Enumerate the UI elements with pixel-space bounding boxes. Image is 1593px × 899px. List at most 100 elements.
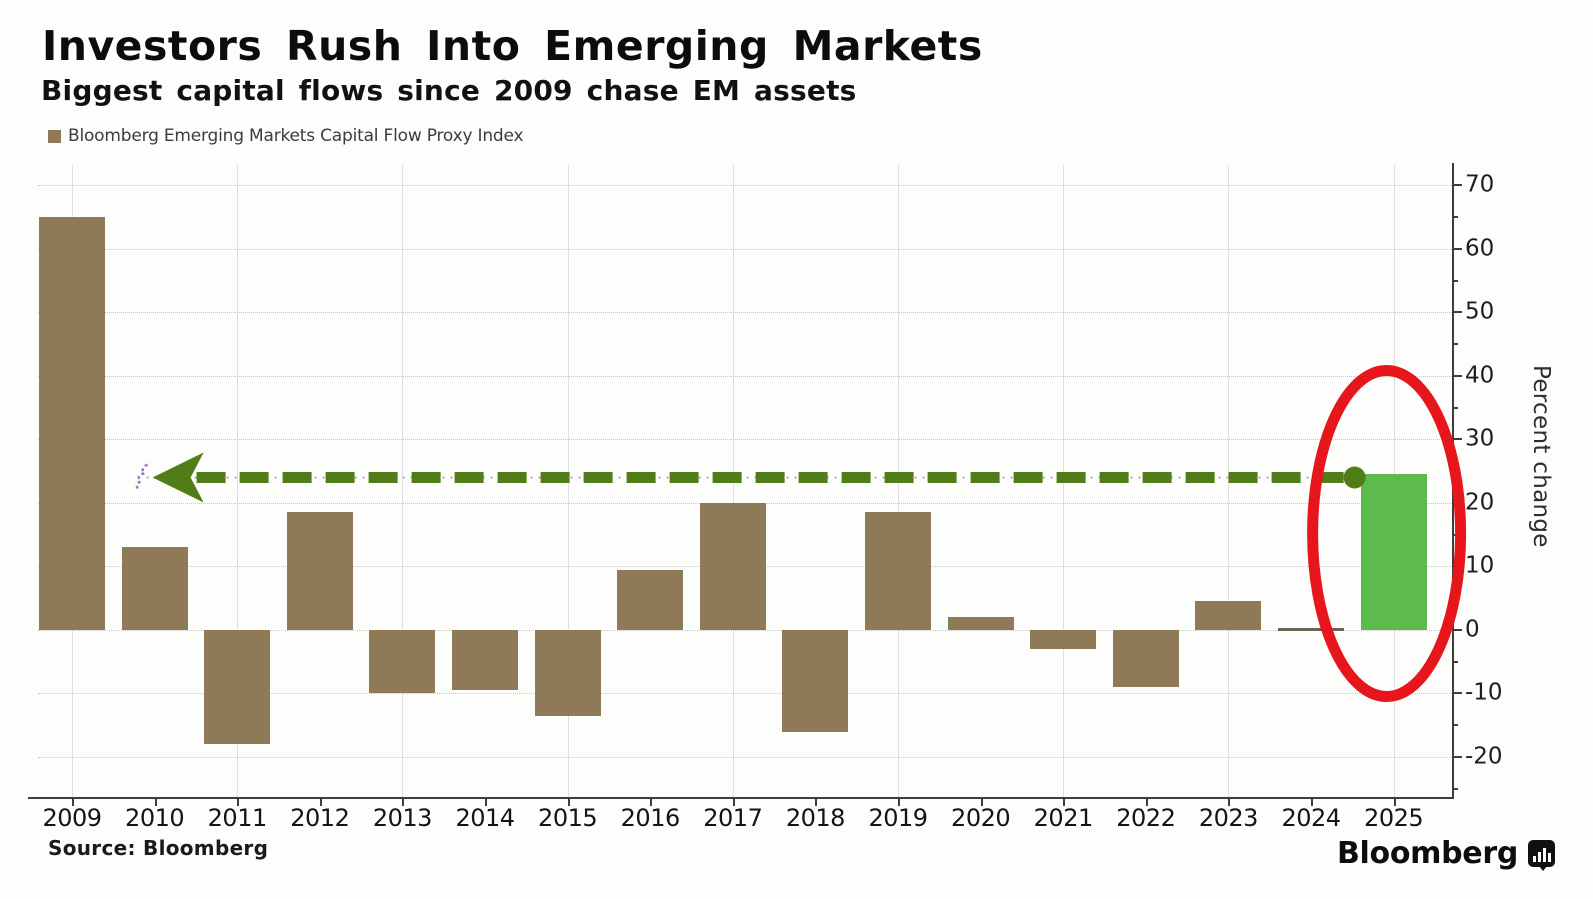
x-tick-label-2020: 2020	[951, 804, 1011, 832]
x-tick-label-2012: 2012	[290, 804, 350, 832]
x-tick-2020	[980, 799, 983, 806]
bar-2013	[369, 629, 436, 694]
vertical-gridline-2017	[732, 165, 734, 797]
y-tick-label-70: 70	[1465, 171, 1495, 198]
plot-area	[38, 165, 1452, 797]
x-tick-label-2023: 2023	[1198, 804, 1259, 832]
y-major-tick	[1452, 247, 1462, 250]
y-axis-title: Percent change	[1528, 365, 1554, 548]
vertical-gridline-2013	[402, 165, 404, 797]
y-minor-tick	[1452, 470, 1458, 473]
y-tick-label-50: 50	[1465, 298, 1495, 325]
x-tick-label-2011: 2011	[207, 804, 268, 832]
y-tick-label-40: 40	[1465, 362, 1495, 389]
bar-2011	[204, 629, 271, 745]
horizontal-gridline--20	[38, 756, 1452, 758]
x-tick-label-2016: 2016	[620, 804, 681, 832]
source-note: Source: Bloomberg	[48, 836, 269, 860]
y-minor-tick	[1452, 597, 1458, 600]
bar-2024	[1278, 627, 1344, 631]
y-major-tick	[1452, 628, 1462, 631]
x-tick-2019	[898, 799, 900, 806]
y-tick-label--20: -20	[1465, 743, 1503, 770]
vertical-gridline-2019	[898, 165, 899, 797]
y-major-tick	[1452, 755, 1462, 758]
bar-2016	[617, 569, 684, 630]
y-axis-line	[1452, 163, 1454, 799]
y-tick-label-30: 30	[1465, 425, 1495, 452]
chart-title: Investors Rush Into Emerging Markets	[42, 22, 983, 70]
bar-2020	[947, 617, 1014, 630]
horizontal-gridline-50	[38, 312, 1452, 314]
x-tick-2018	[815, 799, 818, 806]
vertical-gridline-2023	[1228, 165, 1230, 797]
y-tick-label-0: 0	[1465, 616, 1480, 643]
x-tick-2023	[1228, 799, 1231, 806]
bar-2017	[699, 502, 766, 630]
y-major-tick	[1452, 438, 1462, 441]
y-minor-tick	[1452, 724, 1458, 727]
bar-2023	[1195, 601, 1262, 630]
horizontal-gridline-30	[38, 439, 1452, 441]
x-tick-2012	[319, 799, 322, 806]
vertical-gridline-2021	[1063, 165, 1065, 797]
x-tick-2025	[1393, 799, 1396, 806]
x-tick-label-2017: 2017	[703, 804, 763, 832]
bar-2014	[452, 629, 518, 691]
x-tick-label-2019: 2019	[868, 804, 928, 832]
y-minor-tick	[1452, 787, 1458, 790]
x-tick-label-2022: 2022	[1116, 804, 1176, 832]
horizontal-gridline-70	[38, 185, 1452, 187]
x-tick-label-2014: 2014	[455, 804, 515, 832]
x-tick-2022	[1145, 799, 1148, 806]
x-tick-2010	[154, 799, 157, 806]
legend-swatch-icon	[48, 129, 61, 143]
y-minor-tick	[1452, 216, 1458, 219]
bloomberg-wordmark: Bloomberg	[1337, 836, 1555, 871]
bar-2009	[39, 217, 105, 630]
bar-2022	[1112, 629, 1179, 688]
y-major-tick	[1452, 184, 1462, 187]
x-tick-label-2025: 2025	[1364, 804, 1424, 832]
x-tick-2015	[567, 799, 570, 806]
y-tick-label-10: 10	[1465, 552, 1495, 579]
x-tick-label-2015: 2015	[538, 804, 598, 832]
x-tick-label-2018: 2018	[785, 804, 846, 832]
chart-subtitle: Biggest capital flows since 2009 chase E…	[41, 74, 857, 107]
x-tick-2021	[1063, 799, 1066, 806]
bar-2025	[1360, 474, 1427, 630]
y-major-tick	[1452, 501, 1462, 504]
horizontal-gridline--10	[38, 693, 1452, 695]
y-major-tick	[1452, 311, 1462, 314]
horizontal-gridline-40	[38, 375, 1452, 377]
x-tick-label-2013: 2013	[372, 804, 433, 832]
y-minor-tick	[1452, 279, 1458, 282]
x-tick-2013	[402, 799, 405, 806]
x-tick-2017	[732, 799, 735, 806]
bar-2015	[534, 629, 601, 716]
y-tick-label--10: -10	[1465, 679, 1503, 706]
bar-2010	[121, 547, 188, 630]
bar-2021	[1030, 629, 1097, 649]
horizontal-gridline-60	[38, 248, 1452, 250]
x-tick-label-2024: 2024	[1281, 804, 1341, 832]
x-tick-label-2010: 2010	[125, 804, 185, 832]
bar-2018	[782, 629, 849, 732]
y-major-tick	[1452, 374, 1462, 377]
x-tick-2011	[237, 799, 240, 806]
y-minor-tick	[1452, 343, 1458, 346]
brand-text: Bloomberg	[1336, 836, 1518, 871]
y-major-tick	[1452, 692, 1462, 695]
legend: Bloomberg Emerging Markets Capital Flow …	[48, 126, 524, 146]
bloomberg-terminal-icon	[1528, 840, 1555, 871]
bar-2012	[286, 512, 353, 630]
y-tick-label-60: 60	[1465, 235, 1495, 262]
x-tick-label-2021: 2021	[1033, 804, 1094, 832]
y-tick-label-20: 20	[1465, 489, 1495, 516]
x-tick-2014	[485, 799, 487, 806]
x-axis-line	[28, 797, 1454, 799]
horizontal-gridline-0	[38, 629, 1452, 631]
y-minor-tick	[1452, 406, 1458, 409]
x-tick-2016	[650, 799, 653, 806]
